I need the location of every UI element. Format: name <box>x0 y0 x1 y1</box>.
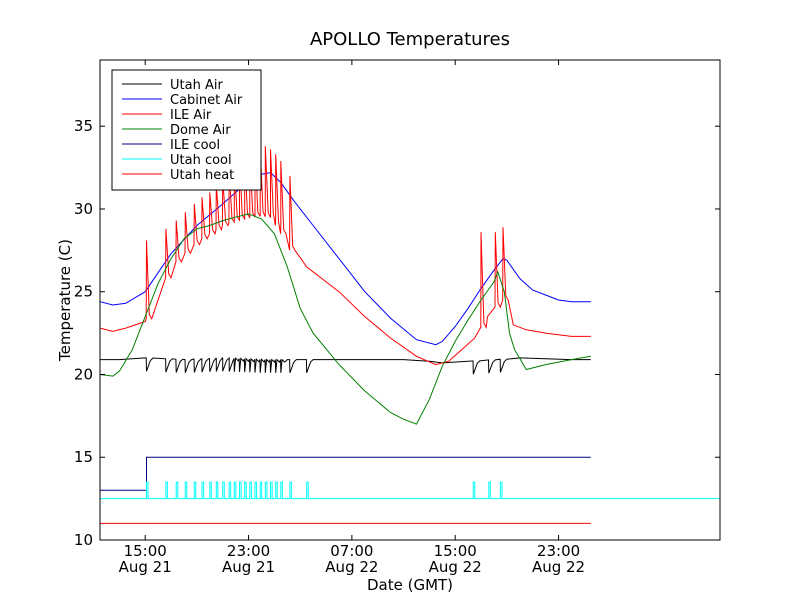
y-tick-label: 30 <box>74 200 93 218</box>
y-axis-label: Temperature (C) <box>56 239 74 362</box>
legend-box <box>111 69 262 191</box>
x-tick-label-time: 15:00 <box>434 542 477 560</box>
plot-frame <box>99 59 721 541</box>
legend-entry: ILE cool <box>170 138 220 153</box>
legend-entry: Utah Air <box>170 78 223 93</box>
x-tick-label-date: Aug 22 <box>532 558 585 576</box>
x-tick-label-date: Aug 22 <box>429 558 482 576</box>
series-line-utah-air <box>100 356 591 375</box>
legend-entry: Utah heat <box>170 168 234 183</box>
legend-entry: Cabinet Air <box>170 93 243 108</box>
y-tick-label: 25 <box>74 283 93 301</box>
legend-entry: Utah cool <box>170 153 232 168</box>
series-line-dome-air <box>99 213 591 425</box>
legend-entry: Dome Air <box>170 123 231 138</box>
x-tick-label-time: 23:00 <box>227 542 270 560</box>
series-line-ile-cool <box>100 456 591 491</box>
y-tick-label: 35 <box>74 117 93 135</box>
series-layer <box>99 146 720 524</box>
x-tick-label-date: Aug 21 <box>222 558 275 576</box>
x-tick-label-time: 15:00 <box>124 542 167 560</box>
series-line-cabinet-air <box>99 172 591 346</box>
legend-entry: ILE Air <box>170 108 212 123</box>
x-tick-label-time: 23:00 <box>537 542 580 560</box>
chart-title: APOLLO Temperatures <box>310 29 510 50</box>
x-axis-label: Date (GMT) <box>367 576 453 594</box>
y-tick-label: 15 <box>74 448 93 466</box>
y-tick-label: 20 <box>74 365 93 383</box>
x-tick-label-date: Aug 21 <box>119 558 172 576</box>
series-line-utah-cool <box>100 481 720 500</box>
y-tick-label: 10 <box>74 531 93 549</box>
x-tick-label-time: 07:00 <box>330 542 373 560</box>
x-tick-label-date: Aug 22 <box>325 558 378 576</box>
